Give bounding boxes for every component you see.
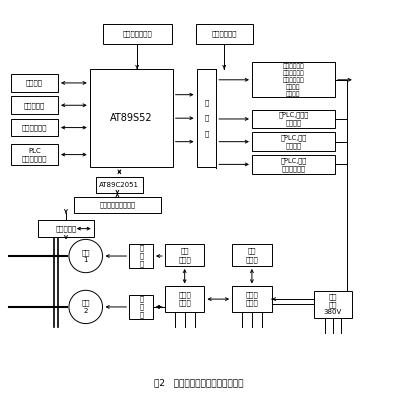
Text: 至PLC,启动、
停止信号: 至PLC,启动、 停止信号 [278, 112, 308, 126]
FancyBboxPatch shape [11, 119, 58, 136]
Text: 交流
电动机: 交流 电动机 [245, 248, 258, 263]
FancyBboxPatch shape [11, 144, 58, 165]
Text: 对正传感器输入: 对正传感器输入 [122, 31, 152, 37]
Text: AT89S52: AT89S52 [110, 113, 152, 123]
Text: 炉号串口输入: 炉号串口输入 [212, 31, 237, 37]
FancyBboxPatch shape [252, 110, 335, 129]
Text: 信号灯显示: 信号灯显示 [24, 102, 45, 108]
Text: 轮对
1: 轮对 1 [81, 249, 90, 263]
Text: 减
速
箱: 减 速 箱 [139, 244, 143, 268]
FancyBboxPatch shape [165, 286, 204, 312]
FancyBboxPatch shape [11, 96, 58, 114]
Text: AT89C2051: AT89C2051 [99, 182, 139, 188]
FancyBboxPatch shape [232, 244, 272, 266]
Text: 旋转编码器: 旋转编码器 [55, 225, 77, 232]
Text: 轮对
2: 轮对 2 [81, 300, 90, 314]
FancyBboxPatch shape [129, 295, 153, 319]
Text: 变频器
（主）: 变频器 （主） [245, 292, 258, 307]
FancyBboxPatch shape [96, 176, 143, 193]
Text: 至PLC,运行
方向信号: 至PLC,运行 方向信号 [280, 134, 306, 149]
Text: 键盘输入部分: 键盘输入部分 [21, 124, 47, 131]
Text: 交流
电动机: 交流 电动机 [178, 248, 191, 263]
Text: PLC
走行方向信号: PLC 走行方向信号 [21, 147, 47, 162]
Text: 运行正常信号
运行状态信号
刹车投入信号
对正信号
点动夹戟: 运行正常信号 运行状态信号 刹车投入信号 对正信号 点动夹戟 [283, 63, 304, 97]
Text: 变频器
（副）: 变频器 （副） [178, 292, 191, 307]
FancyBboxPatch shape [197, 69, 216, 167]
Text: 光

隔

离: 光 隔 离 [204, 99, 208, 137]
Text: 图2   电机车运行定位控制器原理图: 图2 电机车运行定位控制器原理图 [154, 378, 243, 387]
Text: 至PLC,运行
速度选择信号: 至PLC,运行 速度选择信号 [280, 157, 306, 172]
FancyBboxPatch shape [11, 74, 58, 92]
FancyBboxPatch shape [102, 24, 172, 44]
Text: 减
速
箱: 减 速 箱 [139, 296, 143, 318]
FancyBboxPatch shape [165, 244, 204, 266]
FancyBboxPatch shape [38, 220, 94, 237]
Text: 交流
输入
380V: 交流 输入 380V [324, 293, 342, 315]
FancyBboxPatch shape [252, 132, 335, 151]
FancyBboxPatch shape [196, 24, 253, 44]
FancyBboxPatch shape [232, 286, 272, 312]
FancyBboxPatch shape [129, 244, 153, 268]
FancyBboxPatch shape [252, 155, 335, 174]
Ellipse shape [69, 290, 102, 323]
FancyBboxPatch shape [314, 291, 352, 318]
FancyBboxPatch shape [74, 197, 161, 213]
Ellipse shape [69, 239, 102, 273]
FancyBboxPatch shape [252, 62, 335, 97]
Text: 炉号显示: 炉号显示 [26, 80, 43, 86]
FancyBboxPatch shape [90, 69, 173, 167]
Text: 脉冲整形及逻辑滤除: 脉冲整形及逻辑滤除 [99, 202, 135, 208]
